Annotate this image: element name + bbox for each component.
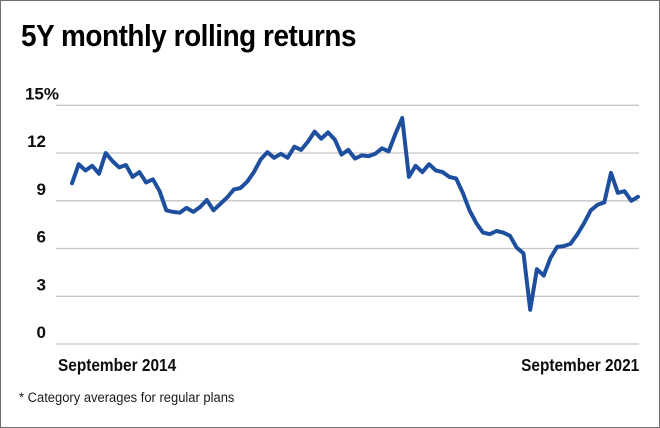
y-axis-tick-label: 15%: [25, 84, 59, 103]
returns-line: [70, 116, 640, 312]
x-axis-start-label: September 2014: [58, 355, 177, 375]
footnote: * Category averages for regular plans: [19, 390, 235, 405]
x-axis-end-label: September 2021: [520, 355, 639, 375]
chart-title: 5Y monthly rolling returns: [21, 18, 357, 53]
y-axis-tick-label: 12: [27, 132, 46, 151]
y-axis-tick-label: 9: [37, 180, 46, 199]
y-axis-tick-label: 0: [37, 323, 46, 342]
y-axis-tick-label: 6: [37, 228, 46, 247]
y-axis-tick-label: 3: [37, 275, 46, 294]
